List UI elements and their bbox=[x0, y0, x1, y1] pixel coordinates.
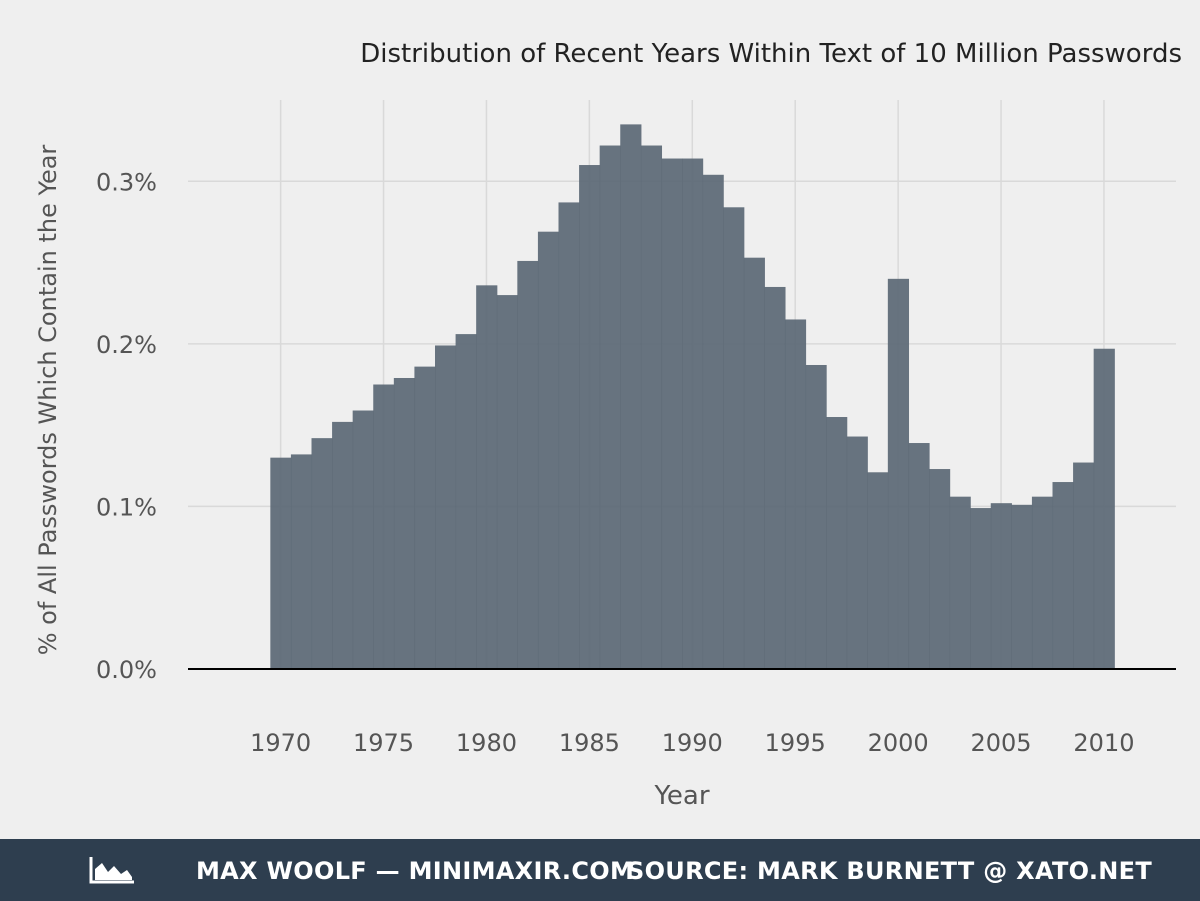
bar-2002 bbox=[929, 469, 951, 669]
bar-1972 bbox=[311, 438, 333, 669]
bar-1989 bbox=[661, 158, 683, 670]
x-tick-label: 1970 bbox=[250, 729, 311, 757]
bar-1999 bbox=[867, 472, 889, 669]
bar-1991 bbox=[702, 174, 724, 670]
bar-1977 bbox=[414, 366, 436, 669]
bar-2005 bbox=[990, 503, 1012, 669]
bar-1993 bbox=[743, 257, 765, 669]
bar-2009 bbox=[1073, 462, 1095, 669]
x-tick-label: 2005 bbox=[971, 729, 1032, 757]
y-tick-label: 0.2% bbox=[96, 331, 157, 359]
y-axis-label: % of All Passwords Which Contain the Yea… bbox=[34, 145, 62, 656]
bar-1980 bbox=[476, 285, 498, 669]
bar-2007 bbox=[1031, 496, 1054, 669]
bar-1983 bbox=[537, 231, 560, 669]
bar-1997 bbox=[826, 417, 848, 669]
bar-1988 bbox=[640, 145, 663, 669]
bar-1974 bbox=[352, 410, 374, 669]
bar-2006 bbox=[1011, 504, 1033, 669]
bar-2000 bbox=[887, 278, 910, 669]
bar-1970 bbox=[270, 457, 292, 669]
bar-1994 bbox=[764, 286, 786, 669]
footer-bar: MAX WOOLF — MINIMAXIR.COM SOURCE: MARK B… bbox=[0, 839, 1200, 901]
bars bbox=[270, 124, 1115, 670]
bar-2001 bbox=[908, 443, 930, 669]
bar-1990 bbox=[682, 158, 704, 670]
x-tick-label: 2010 bbox=[1073, 729, 1134, 757]
bar-1975 bbox=[373, 384, 395, 669]
bar-2003 bbox=[949, 496, 971, 669]
bar-1986 bbox=[599, 145, 621, 669]
bar-1996 bbox=[805, 364, 827, 669]
password-years-chart: Distribution of Recent Years Within Text… bbox=[34, 39, 1182, 811]
chart-title: Distribution of Recent Years Within Text… bbox=[360, 39, 1182, 69]
footer-author[interactable]: MAX WOOLF — MINIMAXIR.COM bbox=[196, 857, 635, 885]
y-tick-label: 0.0% bbox=[96, 656, 157, 684]
bar-1992 bbox=[723, 207, 745, 669]
x-tick-label: 1985 bbox=[559, 729, 620, 757]
x-tick-label: 1980 bbox=[456, 729, 517, 757]
bar-1971 bbox=[290, 454, 313, 669]
bar-1998 bbox=[846, 436, 868, 669]
x-axis-label: Year bbox=[653, 781, 709, 811]
bar-1984 bbox=[558, 202, 580, 670]
y-tick-label: 0.1% bbox=[96, 493, 157, 521]
footer-source[interactable]: SOURCE: MARK BURNETT @ XATO.NET bbox=[627, 857, 1152, 885]
x-tick-label: 2000 bbox=[868, 729, 929, 757]
bar-1987 bbox=[620, 124, 642, 669]
bar-2004 bbox=[970, 508, 992, 669]
x-tick-labels: 1970 1975 1980 1985 1990 1995 2000 2005 2010 bbox=[250, 729, 1134, 757]
bar-1976 bbox=[393, 377, 416, 669]
bar-1979 bbox=[455, 334, 477, 669]
y-tick-label: 0.3% bbox=[96, 168, 157, 196]
bar-1982 bbox=[517, 260, 539, 669]
bar-2010 bbox=[1093, 348, 1115, 669]
x-tick-label: 1975 bbox=[353, 729, 414, 757]
x-tick-label: 1995 bbox=[765, 729, 826, 757]
bar-1981 bbox=[496, 295, 518, 669]
bar-1973 bbox=[332, 421, 354, 669]
x-tick-label: 1990 bbox=[662, 729, 723, 757]
bar-1995 bbox=[784, 319, 807, 669]
bar-1978 bbox=[435, 345, 457, 669]
bar-1985 bbox=[579, 165, 601, 669]
y-tick-labels: 0.0% 0.1% 0.2% 0.3% bbox=[96, 168, 157, 684]
bar-2008 bbox=[1052, 482, 1074, 669]
area-chart-icon bbox=[88, 855, 136, 891]
